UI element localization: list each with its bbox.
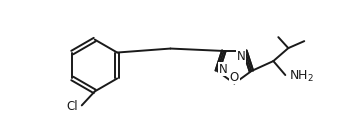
Text: N: N: [237, 50, 246, 63]
Text: Cl: Cl: [66, 100, 78, 113]
Text: NH$_2$: NH$_2$: [289, 69, 314, 84]
Text: O: O: [230, 71, 239, 84]
Text: N: N: [219, 63, 228, 76]
